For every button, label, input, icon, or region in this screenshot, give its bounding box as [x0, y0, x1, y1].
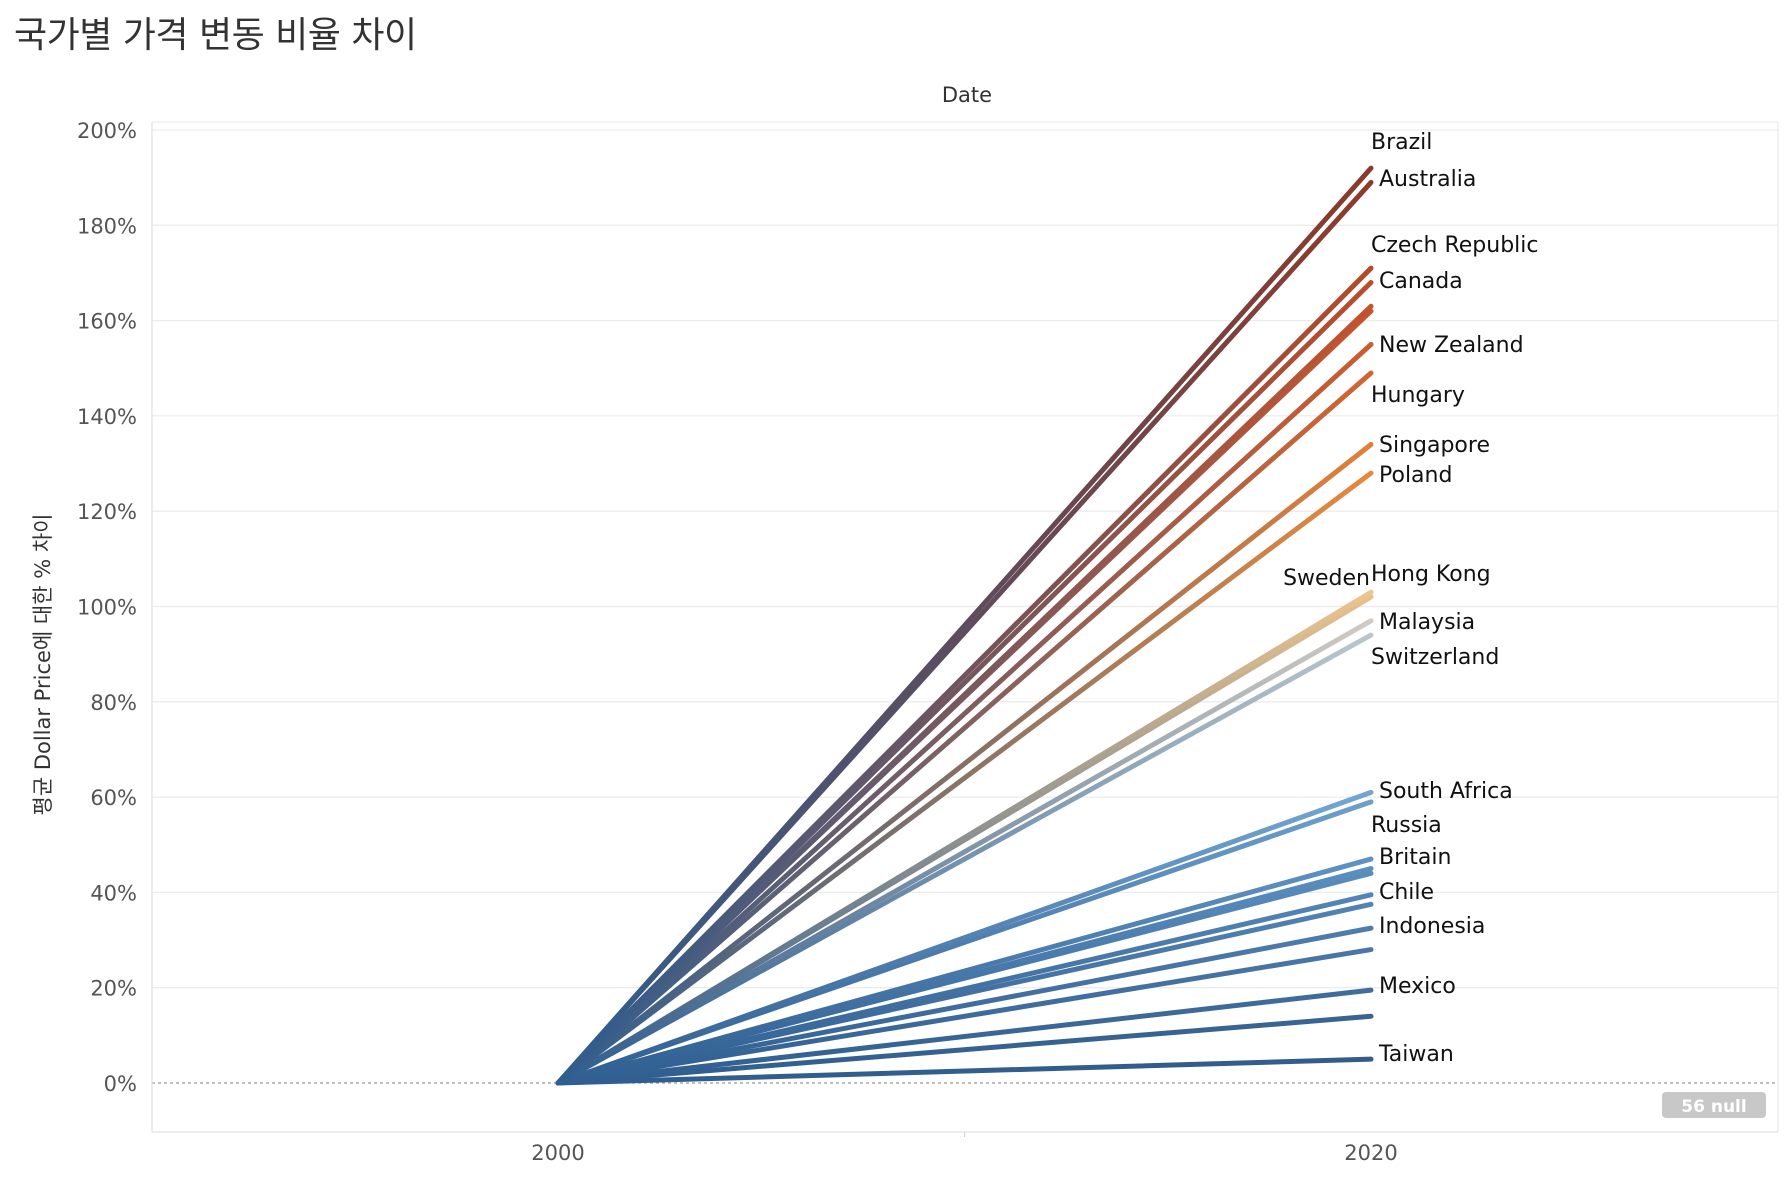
series-line[interactable]	[555, 892, 1374, 1086]
series-label: Chile	[1379, 880, 1434, 905]
x-tick-label: 2000	[531, 1141, 584, 1165]
y-tick-label: 200%	[77, 119, 137, 143]
series-line[interactable]	[555, 947, 1374, 1086]
series-labels: Brazil Australia Czech Republic Canada New Z…	[1283, 130, 1766, 1118]
series-label: Hungary	[1371, 383, 1465, 408]
series-line[interactable]	[555, 1056, 1374, 1086]
series-line[interactable]	[555, 618, 1374, 1086]
series-label: Poland	[1379, 463, 1452, 488]
series-lines	[555, 165, 1374, 1086]
y-tick-label: 20%	[90, 977, 137, 1001]
null-badge[interactable]: 56 null	[1662, 1092, 1766, 1118]
y-tick-label: 0%	[104, 1072, 137, 1096]
x-tick-label: 2020	[1344, 1141, 1397, 1165]
chart-title: 국가별 가격 변동 비율 차이	[14, 15, 417, 56]
series-label: Mexico	[1379, 974, 1456, 999]
series-line[interactable]	[555, 987, 1374, 1086]
series-line[interactable]	[555, 441, 1374, 1086]
series-label: Canada	[1379, 269, 1463, 294]
series-line[interactable]	[555, 303, 1374, 1086]
series-label: Singapore	[1379, 433, 1490, 458]
y-tick-label: 40%	[90, 881, 137, 905]
series-label: Hong Kong	[1371, 562, 1491, 587]
y-tick-label: 120%	[77, 500, 137, 524]
series-line[interactable]	[555, 341, 1374, 1086]
series-line[interactable]	[555, 925, 1374, 1086]
y-tick-label: 160%	[77, 310, 137, 334]
series-label: New Zealand	[1379, 333, 1524, 358]
series-line[interactable]	[555, 265, 1374, 1086]
y-tick-label: 80%	[90, 691, 137, 715]
series-line[interactable]	[555, 589, 1374, 1086]
y-tick-label: 100%	[77, 596, 137, 620]
series-label: Sweden	[1283, 566, 1370, 591]
series-label: Malaysia	[1379, 610, 1475, 635]
series-label: Czech Republic	[1371, 233, 1539, 258]
series-label: Taiwan	[1378, 1042, 1454, 1067]
series-label: Indonesia	[1379, 914, 1485, 939]
column-header: Date	[942, 83, 992, 107]
series-line[interactable]	[555, 370, 1374, 1086]
y-tick-label: 140%	[77, 405, 137, 429]
y-axis-title: 평균 Dollar Price에 대한 % 차이	[31, 514, 55, 816]
series-line[interactable]	[555, 165, 1374, 1086]
series-line[interactable]	[555, 1013, 1374, 1086]
svg-text:56 null: 56 null	[1681, 1097, 1746, 1117]
series-label: Brazil	[1371, 130, 1432, 155]
series-line[interactable]	[555, 856, 1374, 1086]
series-line[interactable]	[555, 470, 1374, 1086]
series-label: South Africa	[1379, 779, 1513, 804]
y-tick-label: 60%	[90, 786, 137, 810]
y-tick-label: 180%	[77, 214, 137, 238]
series-line[interactable]	[555, 789, 1374, 1086]
series-label: Australia	[1379, 167, 1476, 192]
series-label: Britain	[1379, 845, 1451, 870]
axes: Date 200% 180% 160% 140% 120% 100% 80% 60% 40% 20%…	[31, 83, 1779, 1165]
series-label: Russia	[1371, 813, 1442, 838]
series-label: Switzerland	[1371, 645, 1499, 670]
